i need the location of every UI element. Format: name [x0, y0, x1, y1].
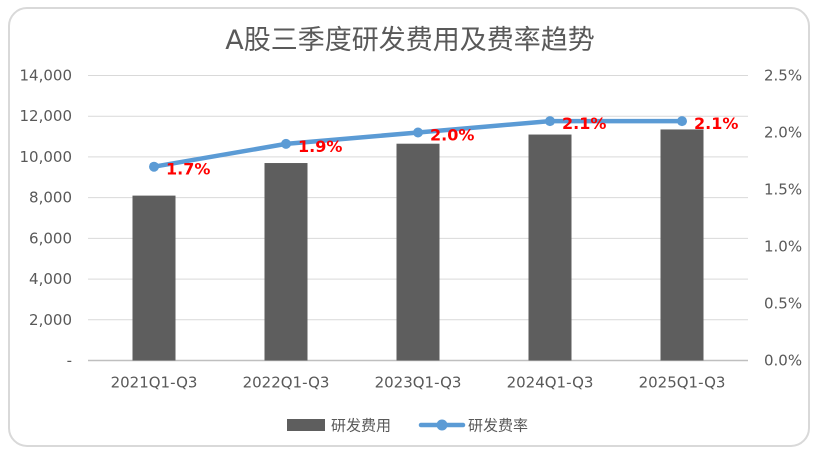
ratio-data-label: 2.0% — [430, 126, 474, 145]
y-axis-right-label: 1.5% — [764, 181, 802, 199]
ratio-data-label: 2.1% — [694, 114, 738, 133]
ratio-marker — [281, 138, 291, 149]
ratio-data-label: 1.9% — [298, 137, 342, 156]
x-axis-label: 2021Q1-Q3 — [111, 374, 198, 392]
legend-swatch-bar — [287, 419, 325, 431]
x-axis-label: 2022Q1-Q3 — [243, 374, 330, 392]
bar-2023q1-q3 — [396, 143, 440, 361]
x-axis-label: 2025Q1-Q3 — [639, 374, 726, 392]
legend-label-line: 研发费率 — [468, 417, 528, 435]
ratio-data-label: 2.1% — [562, 114, 606, 133]
bar-2024q1-q3 — [528, 134, 572, 361]
ratio-marker — [413, 127, 423, 138]
y-axis-left-label: 14,000 — [20, 67, 73, 85]
ratio-marker — [149, 161, 159, 172]
x-axis-label: 2023Q1-Q3 — [375, 374, 462, 392]
ratio-data-label: 1.7% — [166, 160, 210, 179]
y-axis-right-label: 0.5% — [764, 295, 802, 313]
bar-2025q1-q3 — [660, 129, 704, 361]
y-axis-right-label: 1.0% — [764, 238, 802, 256]
y-axis-right-label: 0.0% — [764, 352, 802, 370]
y-axis-left-label: 10,000 — [20, 148, 73, 166]
y-axis-right-label: 2.5% — [764, 67, 802, 85]
y-axis-left-label: 8,000 — [29, 189, 72, 207]
legend-swatch-line-marker — [436, 419, 448, 431]
y-axis-left-label: 6,000 — [29, 229, 72, 247]
y-axis-left-label: 12,000 — [20, 107, 73, 125]
chart-title: A股三季度研发费用及费率趋势 — [225, 25, 594, 56]
y-axis-left-label: 2,000 — [29, 311, 72, 329]
bar-2021q1-q3 — [132, 195, 176, 361]
y-axis-left-label: 4,000 — [29, 270, 72, 288]
ratio-marker — [677, 116, 687, 127]
bar-2022q1-q3 — [264, 163, 308, 361]
x-axis-label: 2024Q1-Q3 — [507, 374, 594, 392]
y-axis-right-label: 2.0% — [764, 124, 802, 142]
ratio-marker — [545, 116, 555, 127]
y-axis-left-label: - — [67, 352, 72, 370]
legend-label-bar: 研发费用 — [331, 417, 391, 435]
